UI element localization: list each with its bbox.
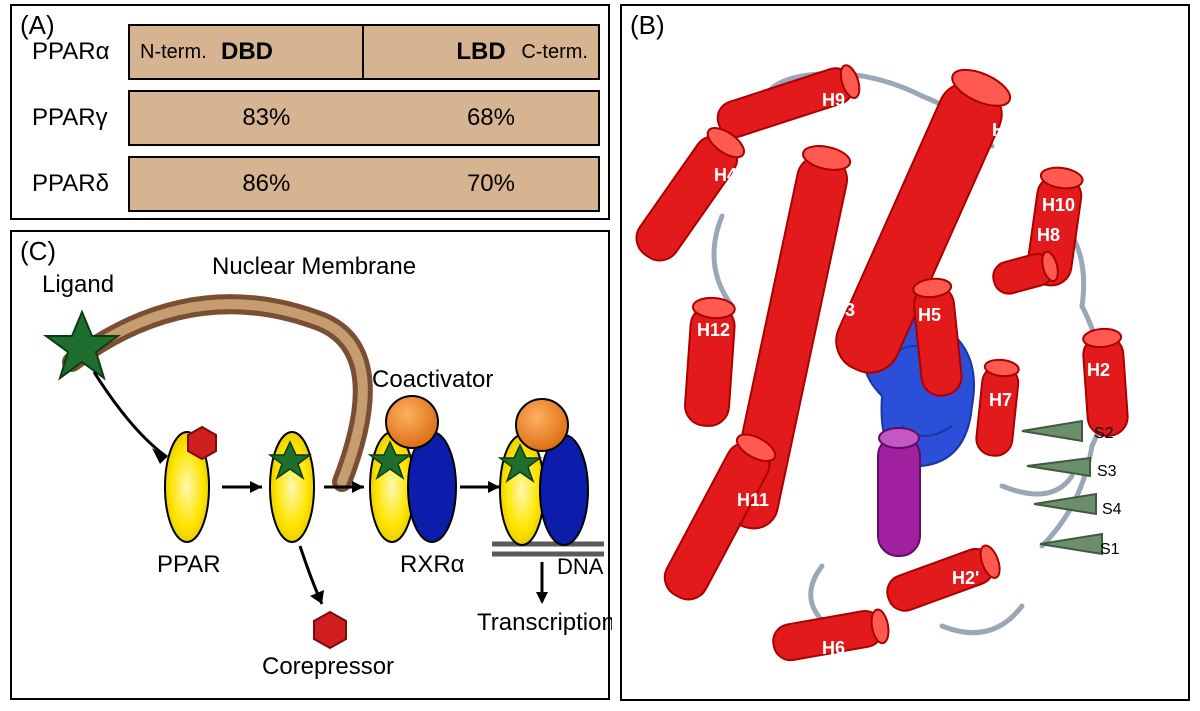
h3-label: H3 bbox=[832, 300, 855, 320]
panel-c-label: (C) bbox=[20, 236, 56, 267]
h12-label: H12 bbox=[697, 320, 730, 340]
lbd-header-box: LBD C-term. bbox=[362, 24, 600, 80]
coactivator-label: Coactivator bbox=[372, 366, 493, 393]
coactivator-circle-2 bbox=[516, 399, 568, 451]
pparg-lbd: 68% bbox=[467, 104, 515, 132]
ppar-label: PPAR bbox=[157, 551, 221, 578]
ppard-dbd: 86% bbox=[242, 170, 290, 198]
rxr-label: RXRα bbox=[400, 551, 465, 578]
panel-c: (C) Nuclear Membrane Ligand PPAR bbox=[10, 230, 610, 700]
arrow-ligand bbox=[94, 372, 167, 457]
lbd-label: LBD bbox=[456, 38, 505, 66]
h5-label: H5 bbox=[918, 305, 941, 325]
h8-label: H8 bbox=[1037, 225, 1060, 245]
arrow-tx-head bbox=[536, 592, 548, 604]
schematic-svg: Nuclear Membrane Ligand PPAR bbox=[12, 232, 612, 702]
structure-svg: H1 H2 H2' H3 H4 H5 H6 H7 H8 H9 H10 H11 H… bbox=[622, 6, 1192, 703]
membrane-label: Nuclear Membrane bbox=[212, 253, 416, 280]
s2-label: S2 bbox=[1094, 425, 1114, 442]
dna-label: DNA bbox=[557, 554, 604, 579]
dbd-header-box: N-term. DBD bbox=[128, 24, 366, 80]
c-term-label: C-term. bbox=[521, 41, 588, 64]
pparg-dbd: 83% bbox=[242, 104, 290, 132]
s4-label: S4 bbox=[1102, 501, 1122, 518]
panel-a: (A) PPARα PPARγ PPARδ N-term. DBD LBD C-… bbox=[10, 4, 610, 220]
h6-label: H6 bbox=[822, 638, 845, 658]
row-label-ppara: PPARα bbox=[32, 38, 109, 66]
h7-label: H7 bbox=[989, 390, 1012, 410]
transcription-label: Transcription bbox=[477, 609, 612, 636]
h2-label: H2 bbox=[1087, 360, 1110, 380]
h1-label: H1 bbox=[992, 120, 1015, 140]
extra-helix bbox=[878, 428, 920, 556]
row-g-box: 83% 68% bbox=[128, 90, 600, 146]
panel-b-label: (B) bbox=[630, 10, 665, 41]
s1-label: S1 bbox=[1100, 541, 1120, 558]
row-label-pparg: PPARγ bbox=[32, 104, 108, 132]
h9-label: H9 bbox=[822, 90, 845, 110]
ppard-lbd: 70% bbox=[467, 170, 515, 198]
h11-label: H11 bbox=[737, 490, 769, 510]
arrow-3-head bbox=[488, 481, 500, 493]
corepressor-hex-off bbox=[314, 612, 346, 648]
ligand-star-icon bbox=[46, 312, 118, 378]
dbd-label: DBD bbox=[221, 38, 273, 66]
ligand-label: Ligand bbox=[42, 271, 114, 298]
corepressor-hex-on bbox=[188, 427, 216, 459]
arrow-2-head bbox=[352, 481, 364, 493]
helices bbox=[629, 62, 1129, 663]
panel-b: (B) bbox=[620, 4, 1190, 701]
row-d-box: 86% 70% bbox=[128, 156, 600, 212]
h4-label: H4 bbox=[714, 165, 737, 185]
coactivator-circle-1 bbox=[386, 396, 438, 448]
arrow-1-head bbox=[250, 481, 262, 493]
row-label-ppard: PPARδ bbox=[32, 170, 109, 198]
h2p-label: H2' bbox=[952, 568, 979, 588]
h10-label: H10 bbox=[1042, 195, 1075, 215]
n-term-label: N-term. bbox=[140, 41, 207, 64]
s3-label: S3 bbox=[1097, 463, 1117, 480]
rxr-ellipse-2 bbox=[540, 435, 588, 545]
corepressor-label: Corepressor bbox=[262, 653, 394, 680]
panel-a-label: (A) bbox=[20, 10, 55, 41]
